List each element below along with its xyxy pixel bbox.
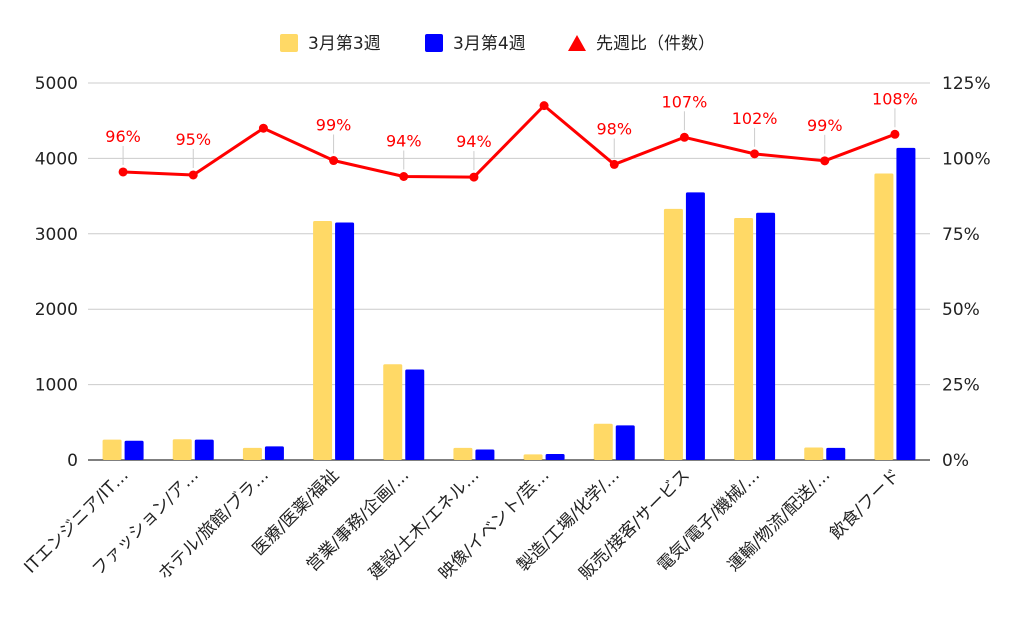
bar-series2 xyxy=(685,192,705,460)
bar-series2 xyxy=(405,369,425,460)
y-tick-label: 2000 xyxy=(35,300,78,320)
bar-series2 xyxy=(264,446,284,460)
bar-series1 xyxy=(593,423,613,460)
bar-series1 xyxy=(242,447,262,460)
line-point xyxy=(188,170,198,180)
bar-series2 xyxy=(896,147,916,460)
y2-tick-label: 25% xyxy=(942,376,980,396)
data-label: 95% xyxy=(175,130,211,149)
line-point xyxy=(399,171,409,181)
line-point xyxy=(820,156,830,166)
line-point xyxy=(118,167,128,177)
y-tick-label: 0 xyxy=(67,451,78,471)
data-label: 108% xyxy=(872,89,918,108)
line-point xyxy=(890,129,900,139)
bar-series1 xyxy=(663,208,683,460)
y2-tick-label: 50% xyxy=(942,300,980,320)
bar-series1 xyxy=(453,447,473,460)
bar-series1 xyxy=(172,439,192,460)
legend-label: 3月第4週 xyxy=(453,34,526,54)
legend-marker-3 xyxy=(568,35,586,51)
bar-series1 xyxy=(102,439,122,460)
line-point xyxy=(609,159,619,169)
bar-series2 xyxy=(475,449,495,460)
line-point xyxy=(469,172,479,182)
bar-series2 xyxy=(756,212,776,460)
bar-series2 xyxy=(124,440,144,460)
bar-series1 xyxy=(874,173,894,461)
data-label: 94% xyxy=(456,132,492,151)
x-tick-label: 飲食/フード xyxy=(826,465,904,543)
bar-series2 xyxy=(335,222,355,460)
legend-swatch-2 xyxy=(425,34,443,52)
y-tick-label: 5000 xyxy=(35,74,78,94)
bar-series2 xyxy=(615,425,635,460)
bar-series2 xyxy=(826,447,846,460)
line-point xyxy=(750,149,760,159)
bar-series1 xyxy=(734,217,754,460)
bar-series2 xyxy=(545,453,565,460)
y2-tick-label: 75% xyxy=(942,225,980,245)
legend-label: 先週比（件数） xyxy=(596,34,715,54)
data-label: 94% xyxy=(386,131,422,150)
line-series xyxy=(123,104,896,179)
legend-swatch-1 xyxy=(280,34,298,52)
data-label: 99% xyxy=(807,116,843,135)
data-label: 107% xyxy=(662,92,708,111)
data-label: 96% xyxy=(105,127,141,146)
bar-series1 xyxy=(313,220,333,460)
y-tick-label: 4000 xyxy=(35,149,78,169)
line-point xyxy=(329,156,339,166)
y2-tick-label: 0% xyxy=(942,451,969,471)
line-point xyxy=(539,101,549,111)
bar-series1 xyxy=(523,454,543,460)
bar-series1 xyxy=(804,447,824,460)
y2-tick-label: 100% xyxy=(942,149,991,169)
y-tick-label: 3000 xyxy=(35,225,78,245)
line-point xyxy=(258,123,268,133)
data-label: 102% xyxy=(732,109,778,128)
line-point xyxy=(679,132,689,142)
y-tick-label: 1000 xyxy=(35,376,78,396)
data-label: 99% xyxy=(316,116,352,135)
data-label: 98% xyxy=(596,119,632,138)
bar-series1 xyxy=(383,364,403,460)
y2-tick-label: 125% xyxy=(942,74,991,94)
bar-series2 xyxy=(194,439,214,460)
legend-label: 3月第3週 xyxy=(308,34,381,54)
